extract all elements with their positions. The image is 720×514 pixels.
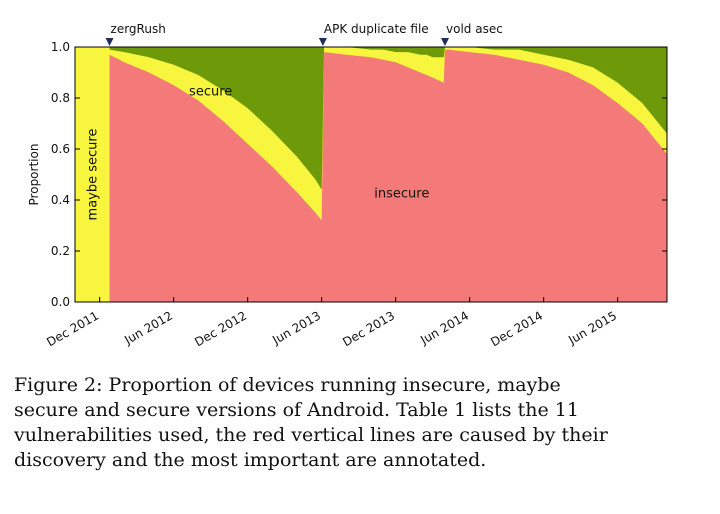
annotation-arrow [105, 38, 114, 46]
region-label-maybe-secure: maybe secure [85, 129, 100, 221]
y-tick-label: 0.4 [51, 193, 70, 207]
y-tick-label: 0.8 [51, 91, 70, 105]
x-tick-label: Dec 2014 [488, 308, 545, 349]
x-tick-label: Jun 2012 [121, 308, 175, 347]
caption-line: Figure 2: Proportion of devices running … [14, 374, 561, 396]
x-tick-label: Dec 2013 [340, 308, 397, 349]
annotation-arrow [441, 38, 449, 46]
y-axis-label: Proportion [27, 144, 41, 206]
y-tick-label: 1.0 [51, 40, 70, 54]
area-insecure [109, 49, 667, 302]
area-maybe-secure-early [75, 47, 110, 302]
y-tick-label: 0.0 [51, 295, 70, 309]
figure-chart: 0.0 0.2 0.4 0.6 0.8 1.0 Dec 2011 Jun 2012 Dec 20… [27, 22, 668, 349]
annotation-label: APK duplicate file [324, 22, 429, 36]
region-label-insecure: insecure [374, 186, 429, 201]
figure-caption: Figure 2: Proportion of devices running … [14, 373, 704, 473]
x-tick-label: Jun 2013 [269, 308, 323, 347]
plot-area [75, 47, 667, 302]
x-tick-label: Jun 2015 [565, 308, 619, 347]
y-tick-label: 0.2 [51, 244, 70, 258]
caption-line: secure and secure versions of Android. T… [14, 399, 579, 421]
region-label-secure: secure [189, 84, 232, 99]
annotations: zergRush APK duplicate file vold asec [105, 22, 503, 46]
y-tick-label: 0.6 [51, 142, 70, 156]
caption-line: discovery and the most important are ann… [14, 449, 487, 471]
annotation-arrow [318, 38, 327, 46]
x-tick-label: Dec 2011 [44, 308, 101, 349]
annotation-label: zergRush [111, 22, 166, 36]
x-tick-label: Jun 2014 [417, 308, 471, 347]
plot-frame [74, 46, 668, 303]
annotation-label: vold asec [446, 22, 503, 36]
x-tick-label: Dec 2012 [192, 308, 249, 349]
caption-line: vulnerabilities used, the red vertical l… [14, 424, 608, 446]
